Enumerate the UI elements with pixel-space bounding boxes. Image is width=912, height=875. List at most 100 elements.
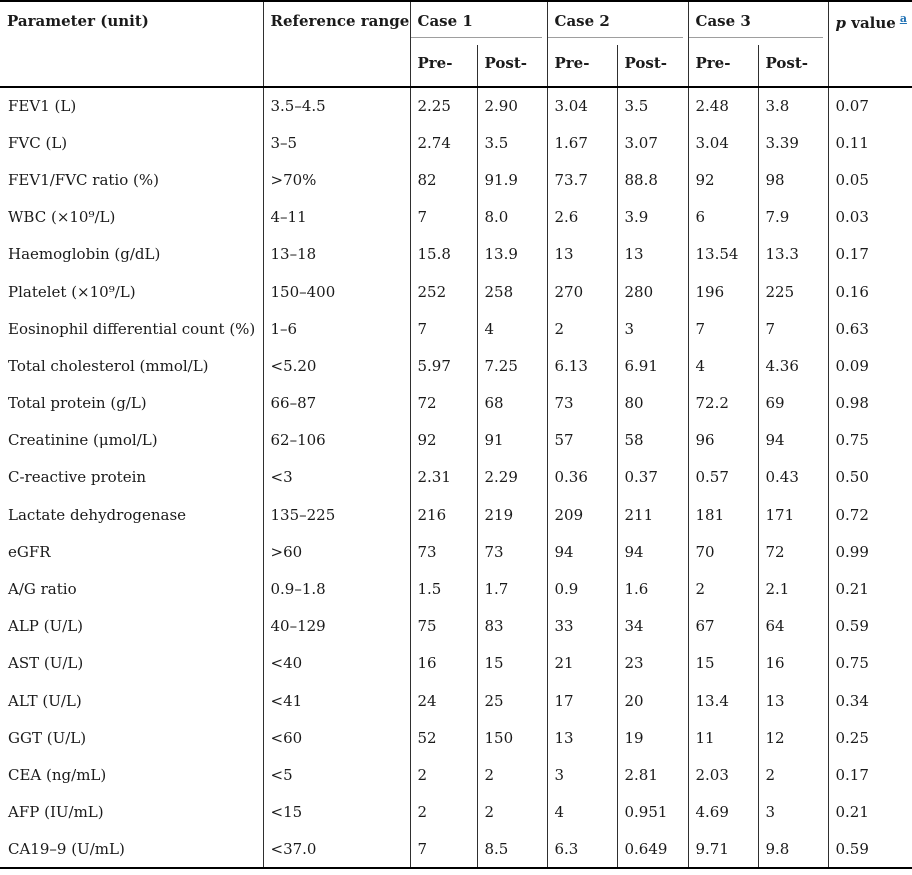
value-cell: 57 [546,421,617,459]
value-cell: >70% [262,161,410,199]
p-value-cell: 0.63 [827,310,912,348]
value-cell: 13 [546,235,617,273]
value-cell: 216 [409,496,477,534]
value-cell: 0.36 [546,458,617,497]
value-cell: 2.03 [687,756,758,794]
value-cell: 68 [476,384,547,422]
value-cell: 20 [616,682,688,720]
value-cell: 92 [409,421,477,459]
p-value-cell: 0.99 [827,533,912,571]
value-cell: 21 [546,644,617,682]
table-row: AST (U/L) <40 16 15 21 23 15 16 0.75 [0,644,912,682]
case-1-pre-header: Pre- [409,45,477,87]
value-cell: 3.8 [757,87,828,125]
parameter-cell: WBC (×10⁹/L) [8,208,116,227]
value-cell: 3 [616,310,688,348]
column-group-case-3: Case 3 [687,1,828,45]
value-cell: 13–18 [262,235,410,273]
case-2-post-header: Post- [616,45,688,87]
value-cell: 3–5 [262,124,410,162]
value-cell: 94 [616,533,688,571]
value-cell: 1.7 [476,570,547,608]
value-cell: <5 [262,756,410,794]
value-cell: 2.31 [409,458,477,497]
value-cell: 3.39 [757,124,828,162]
table-row: A/G ratio 0.9–1.8 1.5 1.7 0.9 1.6 2 2.1 0.21 [0,570,912,608]
table-row: ALP (U/L) 40–129 75 83 33 34 67 64 0.59 [0,607,912,645]
table-body: FEV1 (L) 3.5–4.5 2.25 2.90 3.04 3.5 2.48 3.8 0.0… [0,87,912,868]
value-cell: 69 [757,384,828,422]
p-value-cell: 0.16 [827,272,912,311]
value-cell: 2.25 [409,87,477,125]
value-cell: <60 [262,719,410,757]
table-row: FEV1 (L) 3.5–4.5 2.25 2.90 3.04 3.5 2.48 3.8 0.0… [0,87,912,125]
value-cell: 3.04 [687,124,758,162]
column-header-reference-range: Reference range [262,1,410,87]
table-row: eGFR >60 73 73 94 94 70 72 0.99 [0,533,912,571]
value-cell: 82 [409,161,477,199]
value-cell: 0.951 [616,793,688,831]
value-cell: 15 [476,644,547,682]
parameter-cell: AFP (IU/mL) [8,803,104,822]
parameter-cell: Platelet (×10⁹/L) [8,282,136,301]
value-cell: 135–225 [262,496,410,534]
case-1-post-header: Post- [476,45,547,87]
footnote-a-link[interactable]: a [899,12,907,25]
p-value-cell: 0.50 [827,458,912,497]
column-group-case-1: Case 1 [409,1,547,45]
value-cell: 13.4 [687,682,758,720]
value-cell: 252 [409,272,477,311]
table-row: CA19–9 (U/mL) <37.0 7 8.5 6.3 0.649 9.71 9.8 0.5… [0,830,912,868]
value-cell: <5.20 [262,347,410,385]
value-cell: 9.71 [687,830,758,868]
table-row: ALT (U/L) <41 24 25 17 20 13.4 13 0.34 [0,682,912,720]
table-row: Eosinophil differential count (%) 1–6 7 4 2 3… [0,310,912,348]
value-cell: 219 [476,496,547,534]
value-cell: 2.48 [687,87,758,125]
value-cell: 73.7 [546,161,617,199]
table-row: FVC (L) 3–5 2.74 3.5 1.67 3.07 3.04 3.39 0.11 [0,124,912,162]
p-value-cell: 0.25 [827,719,912,757]
value-cell: 2 [546,310,617,348]
value-cell: 150 [476,719,547,757]
value-cell: 6.3 [546,830,617,868]
value-cell: 2.29 [476,458,547,497]
value-cell: 96 [687,421,758,459]
parameter-cell: eGFR [8,542,51,561]
value-cell: <3 [262,458,410,497]
value-cell: 70 [687,533,758,571]
value-cell: 171 [757,496,828,534]
p-value-cell: 0.05 [827,161,912,199]
parameter-cell: AST (U/L) [8,654,84,673]
value-cell: 88.8 [616,161,688,199]
value-cell: 91.9 [476,161,547,199]
table-row: FEV1/FVC ratio (%) >70% 82 91.9 73.7 88.8 92 98… [0,161,912,199]
value-cell: 94 [757,421,828,459]
value-cell: 0.37 [616,458,688,497]
value-cell: 16 [757,644,828,682]
case-3-post-header: Post- [757,45,828,87]
parameter-cell: Total protein (g/L) [8,394,147,413]
value-cell: 91 [476,421,547,459]
value-cell: 12 [757,719,828,757]
value-cell: 16 [409,644,477,682]
value-cell: 270 [546,272,617,311]
value-cell: <41 [262,682,410,720]
header-row-pre-post: Pre- Post- Pre- Post- Pre- Post- [0,45,912,87]
parameter-cell: Total cholesterol (mmol/L) [8,356,209,375]
value-cell: 280 [616,272,688,311]
table-row: WBC (×10⁹/L) 4–11 7 8.0 2.6 3.9 6 7.9 0.03 [0,198,912,236]
value-cell: 209 [546,496,617,534]
value-cell: 4–11 [262,198,410,236]
value-cell: 1–6 [262,310,410,348]
value-cell: >60 [262,533,410,571]
value-cell: 19 [616,719,688,757]
parameter-cell: Eosinophil differential count (%) [8,319,256,338]
value-cell: 2.6 [546,198,617,236]
value-cell: 73 [476,533,547,571]
value-cell: 2 [409,793,477,831]
value-cell: 4.69 [687,793,758,831]
column-header-parameter: Parameter (unit) [7,12,149,30]
value-cell: 1.6 [616,570,688,608]
value-cell: 7 [409,830,477,868]
